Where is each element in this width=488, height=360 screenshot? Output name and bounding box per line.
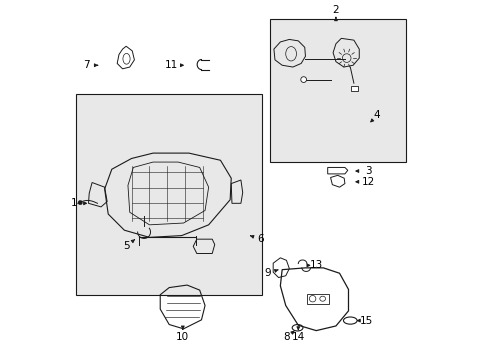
Text: 11: 11 [164, 60, 177, 70]
Text: 2: 2 [332, 5, 339, 15]
Text: 8: 8 [283, 332, 289, 342]
Circle shape [300, 77, 306, 82]
Text: 6: 6 [257, 234, 264, 244]
Text: 4: 4 [373, 111, 380, 121]
Text: 5: 5 [122, 241, 129, 251]
Text: 14: 14 [291, 332, 305, 342]
Text: 9: 9 [264, 268, 270, 278]
Text: 3: 3 [364, 166, 371, 176]
Bar [306, 294, 329, 304]
Circle shape [78, 201, 82, 205]
Text: 15: 15 [359, 316, 372, 325]
Bar [350, 86, 357, 91]
Text: 13: 13 [309, 260, 322, 270]
Text: 10: 10 [176, 332, 189, 342]
Text: 7: 7 [83, 60, 90, 70]
Bar [76, 94, 262, 295]
Text: 1: 1 [71, 198, 77, 208]
Bar [269, 19, 405, 162]
Text: 12: 12 [361, 177, 374, 187]
